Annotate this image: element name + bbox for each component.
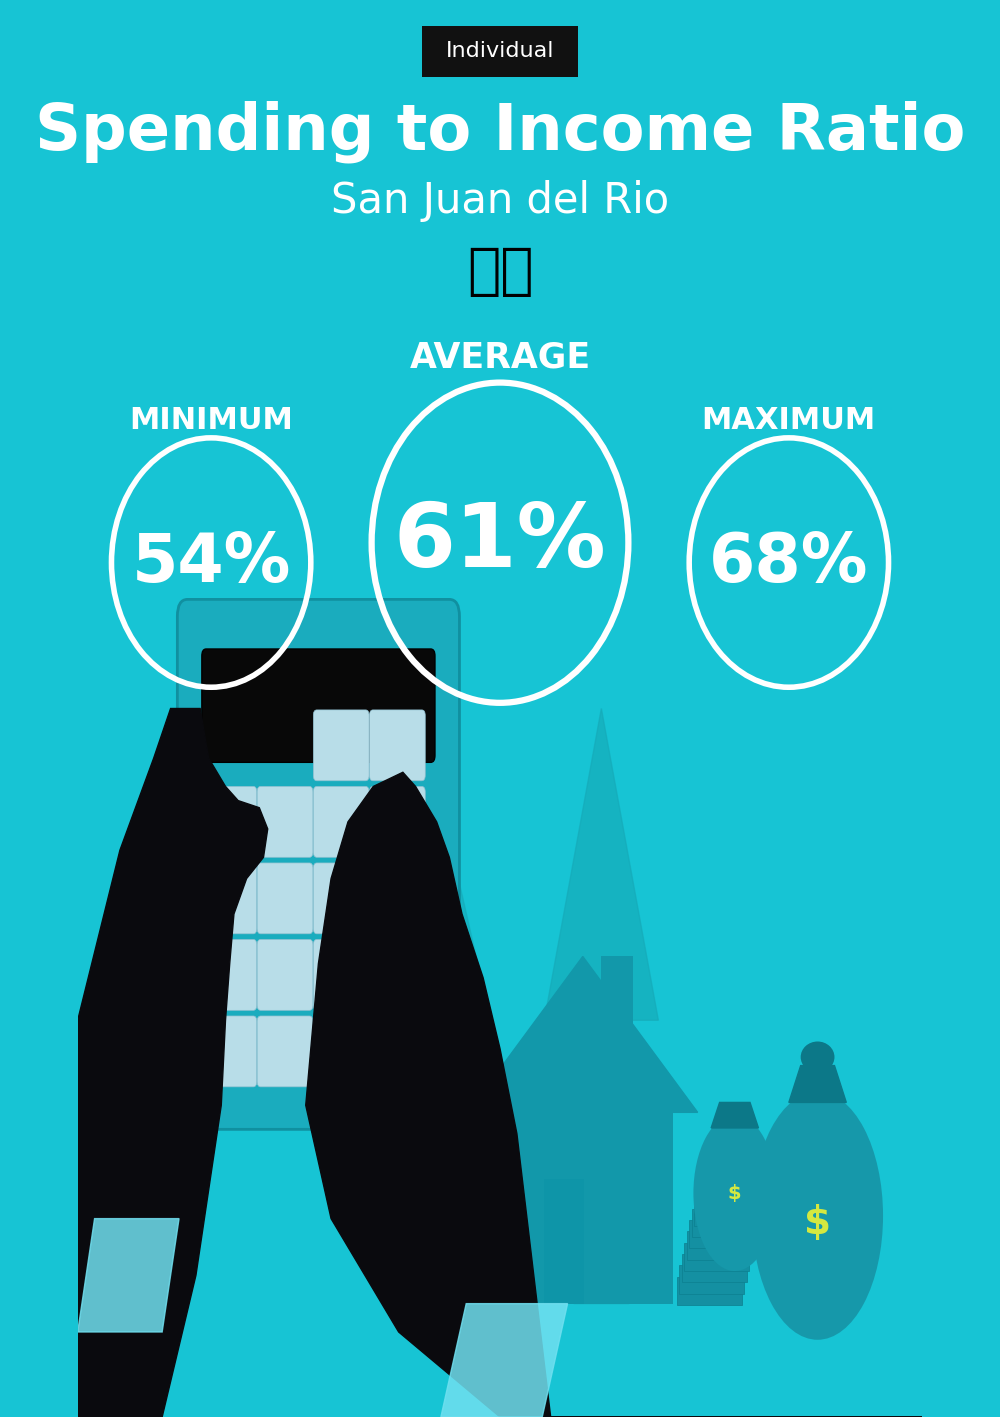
FancyBboxPatch shape [201,863,257,934]
FancyBboxPatch shape [370,1016,425,1087]
FancyBboxPatch shape [682,1254,747,1282]
Polygon shape [468,956,698,1112]
FancyBboxPatch shape [257,863,313,934]
FancyBboxPatch shape [313,786,369,857]
FancyBboxPatch shape [313,710,369,781]
Polygon shape [384,765,481,1247]
FancyBboxPatch shape [257,1016,313,1087]
Polygon shape [78,708,268,1417]
Ellipse shape [752,1093,883,1340]
FancyBboxPatch shape [544,1179,584,1304]
Text: 61%: 61% [394,499,606,587]
FancyBboxPatch shape [370,710,425,781]
FancyBboxPatch shape [492,1112,673,1304]
FancyBboxPatch shape [257,786,313,857]
Text: 🇲🇽: 🇲🇽 [467,245,533,299]
Text: Spending to Income Ratio: Spending to Income Ratio [35,101,965,163]
FancyBboxPatch shape [679,1265,744,1294]
FancyBboxPatch shape [689,1220,754,1248]
Text: $: $ [804,1204,831,1241]
FancyBboxPatch shape [370,786,425,857]
FancyBboxPatch shape [202,649,435,762]
Polygon shape [789,1066,846,1102]
FancyBboxPatch shape [677,1277,742,1305]
FancyBboxPatch shape [601,956,633,1049]
FancyBboxPatch shape [313,863,369,934]
FancyBboxPatch shape [692,1209,757,1237]
Text: MAXIMUM: MAXIMUM [702,407,876,435]
FancyBboxPatch shape [370,863,425,934]
Text: 54%: 54% [131,530,291,595]
FancyBboxPatch shape [201,1016,257,1087]
FancyBboxPatch shape [201,939,257,1010]
Text: $: $ [728,1183,742,1203]
Text: San Juan del Rio: San Juan del Rio [331,180,669,222]
Polygon shape [711,1102,758,1128]
FancyBboxPatch shape [177,599,459,1129]
FancyBboxPatch shape [257,939,313,1010]
FancyBboxPatch shape [313,1016,369,1087]
Ellipse shape [801,1041,834,1073]
Polygon shape [441,1304,568,1417]
FancyBboxPatch shape [422,26,578,77]
FancyBboxPatch shape [694,1197,759,1226]
Text: Individual: Individual [446,41,554,61]
FancyBboxPatch shape [201,786,257,857]
FancyBboxPatch shape [370,939,425,1010]
FancyBboxPatch shape [687,1231,752,1260]
Polygon shape [78,1219,179,1332]
Polygon shape [544,708,658,1304]
Text: AVERAGE: AVERAGE [409,340,591,374]
Text: MINIMUM: MINIMUM [129,407,293,435]
Ellipse shape [693,1115,776,1271]
Text: 68%: 68% [709,530,869,595]
FancyBboxPatch shape [313,939,369,1010]
FancyBboxPatch shape [684,1243,749,1271]
Polygon shape [306,772,922,1417]
